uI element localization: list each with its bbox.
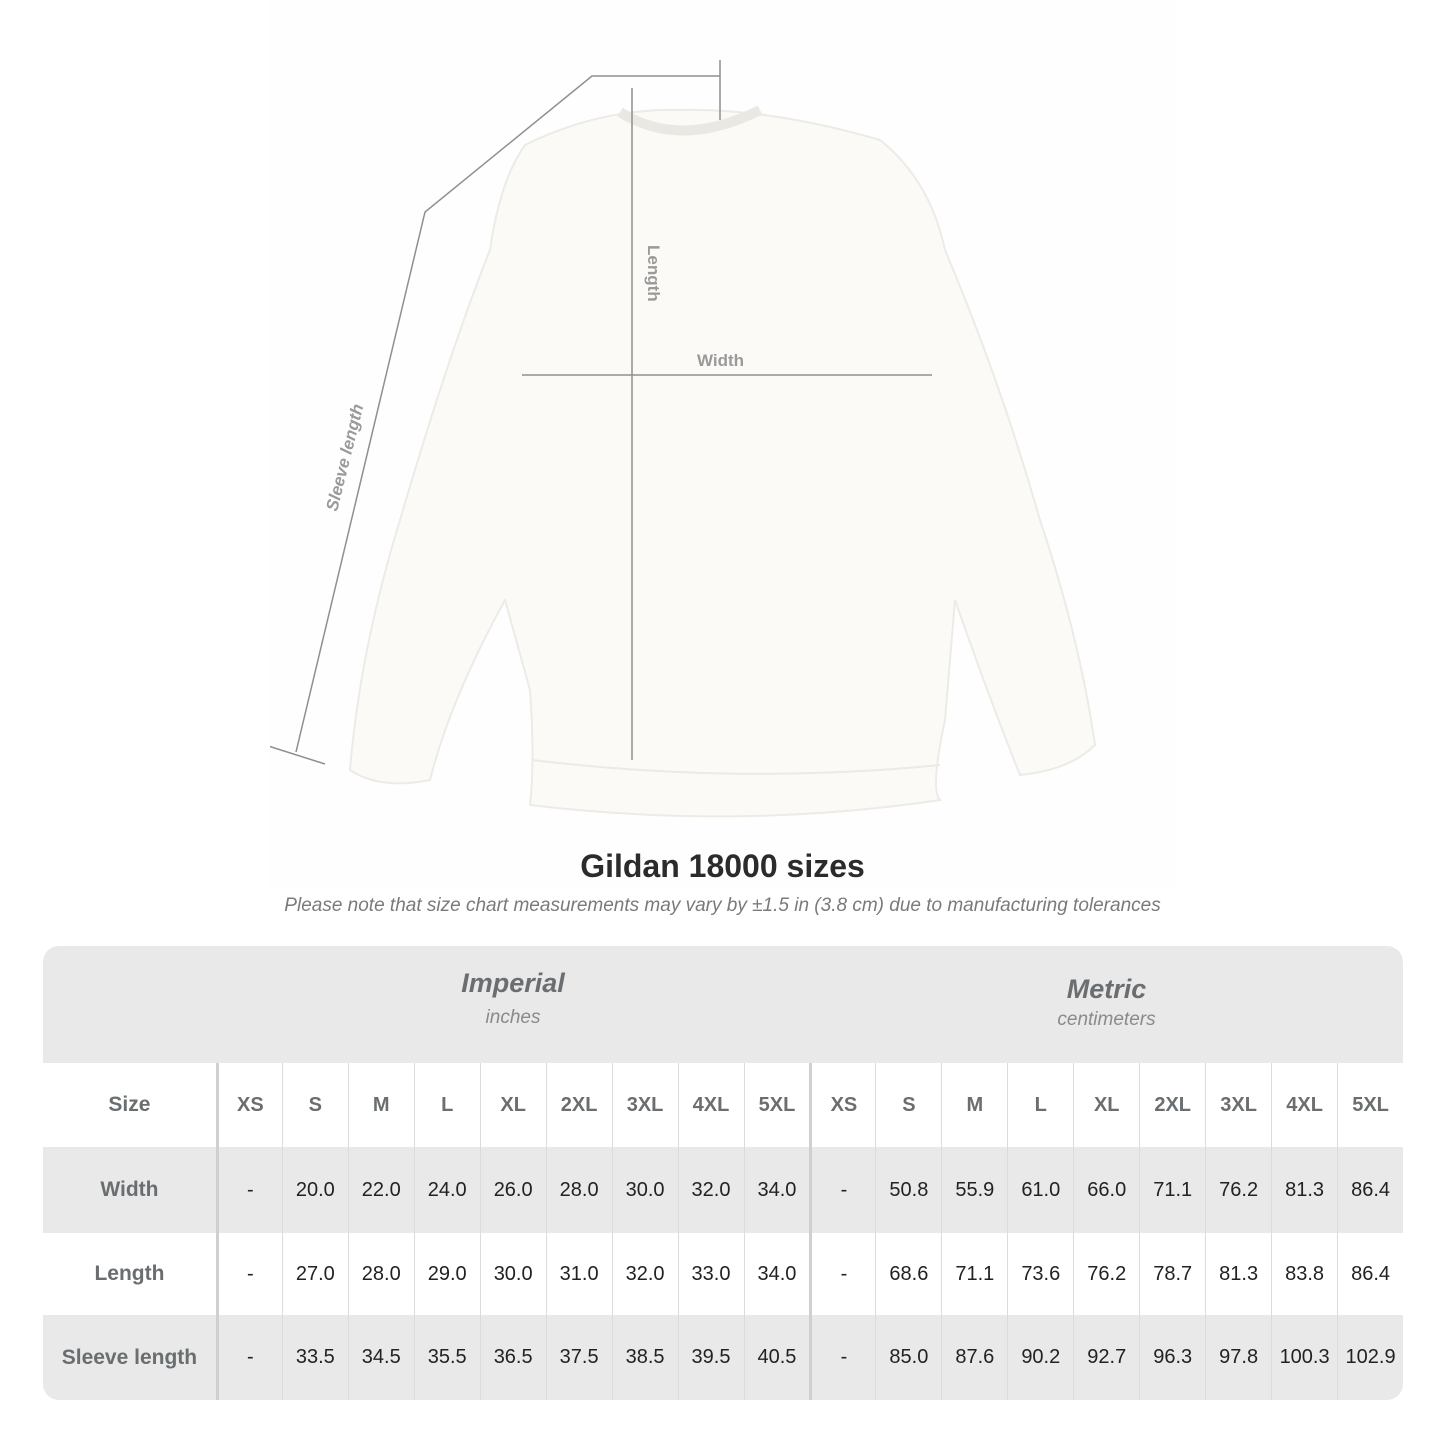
imperial-value: 34.0	[743, 1147, 810, 1233]
imperial-value: 38.5	[611, 1315, 678, 1400]
imperial-unit: inches	[485, 1007, 541, 1028]
page-title: Gildan 18000 sizes	[580, 848, 865, 884]
imperial-value: 39.5	[677, 1315, 744, 1400]
size-header-imperial: M	[347, 1063, 414, 1147]
metric-value: 71.1	[941, 1233, 1007, 1315]
size-header-imperial: 4XL	[677, 1063, 744, 1147]
metric-value: -	[809, 1315, 875, 1400]
metric-value: 96.3	[1139, 1315, 1205, 1400]
metric-value: 68.6	[875, 1233, 941, 1315]
size-header-metric: S	[875, 1063, 941, 1147]
imperial-value: 34.5	[347, 1315, 414, 1400]
imperial-value: 28.0	[347, 1233, 414, 1315]
imperial-value: -	[215, 1147, 282, 1233]
table-row: Width -20.0 22.0 24.0 26.0 28.0 30.0 32.0 34.0-5…	[43, 1147, 1403, 1233]
metric-value: 81.3	[1205, 1233, 1271, 1315]
metric-value: 76.2	[1073, 1233, 1139, 1315]
imperial-value: 30.0	[479, 1233, 546, 1315]
size-header-metric: M	[941, 1063, 1007, 1147]
metric-header: Metric centimeters	[810, 974, 1403, 1031]
imperial-value: -	[215, 1233, 282, 1315]
width-label: Width	[697, 351, 744, 370]
row-label: Sleeve length	[61, 1345, 198, 1369]
tolerance-note: Please note that size chart measurements…	[284, 895, 1161, 916]
metric-value: 55.9	[941, 1147, 1007, 1233]
metric-value: 50.8	[875, 1147, 941, 1233]
size-table: Imperial inches Metric centimeters Size X…	[43, 946, 1403, 1400]
size-header-imperial: 5XL	[743, 1063, 810, 1147]
imperial-value: -	[215, 1315, 282, 1400]
size-header-row: Size XS S M L XL 2XL 3XL 4XL 5XL XS S M L XL 2XL 3XL 4XL 5…	[43, 1063, 1403, 1147]
row-label: Length	[94, 1262, 165, 1285]
imperial-value: 26.0	[479, 1147, 546, 1233]
size-header-metric: 2XL	[1139, 1063, 1205, 1147]
metric-value: 78.7	[1139, 1233, 1205, 1315]
imperial-value: 28.0	[545, 1147, 612, 1233]
imperial-value: 32.0	[677, 1147, 744, 1233]
imperial-value: 37.5	[545, 1315, 612, 1400]
metric-value: -	[809, 1147, 875, 1233]
metric-value: 71.1	[1139, 1147, 1205, 1233]
sweatshirt-illustration	[348, 105, 1097, 818]
imperial-value: 20.0	[281, 1147, 348, 1233]
metric-value: 83.8	[1271, 1233, 1337, 1315]
size-header-metric: XS	[809, 1063, 875, 1147]
size-header-imperial: XL	[479, 1063, 546, 1147]
row-label: Width	[100, 1178, 159, 1201]
length-label: Length	[644, 245, 663, 302]
imperial-value: 30.0	[611, 1147, 678, 1233]
imperial-value: 35.5	[413, 1315, 480, 1400]
size-header-imperial: 3XL	[611, 1063, 678, 1147]
imperial-value: 40.5	[743, 1315, 810, 1400]
metric-title: Metric	[1066, 974, 1147, 1004]
size-header-imperial: 2XL	[545, 1063, 612, 1147]
imperial-value: 27.0	[281, 1233, 348, 1315]
metric-value: 61.0	[1007, 1147, 1073, 1233]
metric-value: 86.4	[1337, 1147, 1403, 1233]
metric-value: 100.3	[1271, 1315, 1337, 1400]
size-header-metric: 5XL	[1337, 1063, 1403, 1147]
size-header-metric: XL	[1073, 1063, 1139, 1147]
table-row: Length -27.0 28.0 29.0 30.0 31.0 32.0 33.0 34.0-…	[43, 1233, 1403, 1315]
imperial-value: 32.0	[611, 1233, 678, 1315]
metric-value: 81.3	[1271, 1147, 1337, 1233]
metric-unit: centimeters	[1057, 1009, 1156, 1030]
metric-value: 86.4	[1337, 1233, 1403, 1315]
imperial-value: 31.0	[545, 1233, 612, 1315]
metric-value: 76.2	[1205, 1147, 1271, 1233]
metric-value: 87.6	[941, 1315, 1007, 1400]
imperial-value: 29.0	[413, 1233, 480, 1315]
metric-value: 102.9	[1337, 1315, 1403, 1400]
metric-value: 97.8	[1205, 1315, 1271, 1400]
size-header-metric: 4XL	[1271, 1063, 1337, 1147]
metric-value: 66.0	[1073, 1147, 1139, 1233]
size-header-imperial: XS	[215, 1063, 282, 1147]
size-header-imperial: L	[413, 1063, 480, 1147]
size-header-metric: L	[1007, 1063, 1073, 1147]
size-label: Size	[108, 1093, 151, 1116]
size-header-imperial: S	[281, 1063, 348, 1147]
table-row: Sleeve length -33.5 34.5 35.5 36.5 37.5 38.5 39…	[43, 1315, 1403, 1400]
imperial-value: 36.5	[479, 1315, 546, 1400]
measurement-lines	[270, 60, 932, 765]
size-header-metric: 3XL	[1205, 1063, 1271, 1147]
imperial-value: 22.0	[347, 1147, 414, 1233]
imperial-header: Imperial inches	[216, 968, 810, 1029]
metric-value: 90.2	[1007, 1315, 1073, 1400]
imperial-title: Imperial	[461, 968, 565, 998]
imperial-value: 33.0	[677, 1233, 744, 1315]
imperial-value: 24.0	[413, 1147, 480, 1233]
metric-value: 92.7	[1073, 1315, 1139, 1400]
unit-header: Imperial inches Metric centimeters	[43, 946, 1403, 1063]
sweatshirt-diagram: Length Width Sleeve length	[270, 0, 1175, 890]
metric-value: -	[809, 1233, 875, 1315]
imperial-value: 33.5	[281, 1315, 348, 1400]
metric-value: 73.6	[1007, 1233, 1073, 1315]
metric-value: 85.0	[875, 1315, 941, 1400]
imperial-value: 34.0	[743, 1233, 810, 1315]
